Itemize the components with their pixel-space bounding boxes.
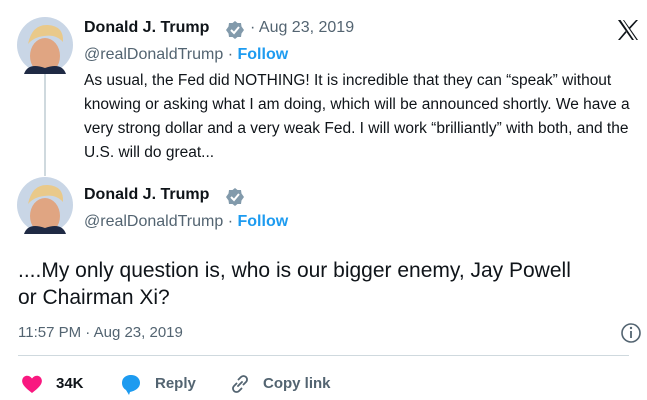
- handle-line: @realDonaldTrump · Follow: [84, 46, 288, 64]
- author-name: Donald J. Trump: [84, 19, 209, 37]
- handle-line: @realDonaldTrump · Follow: [84, 213, 288, 231]
- separator: ·: [228, 213, 233, 230]
- separator: ·: [250, 19, 255, 36]
- tweet-date: · Aug 23, 2019: [250, 19, 354, 37]
- tweet-card: Donald J. Trump · Aug 23, 2019 @realDona…: [0, 0, 647, 400]
- verified-badge: [226, 188, 244, 206]
- like-count[interactable]: 34K: [56, 375, 84, 392]
- tweet-text: ....My only question is, who is our bigg…: [18, 257, 578, 311]
- quoted-text: As usual, the Fed did NOTHING! It is inc…: [84, 69, 639, 165]
- follow-link[interactable]: Follow: [238, 46, 289, 63]
- verified-badge: [226, 21, 244, 39]
- date: Aug 23, 2019: [259, 19, 354, 36]
- link-icon[interactable]: [228, 372, 252, 396]
- separator: ·: [85, 324, 90, 341]
- divider: [18, 355, 629, 356]
- timestamp[interactable]: 11:57 PM · Aug 23, 2019: [18, 324, 183, 341]
- time: 11:57 PM: [18, 324, 81, 341]
- info-icon[interactable]: [620, 322, 642, 344]
- handle[interactable]: @realDonaldTrump: [84, 213, 223, 230]
- x-logo[interactable]: [616, 18, 640, 42]
- follow-link[interactable]: Follow: [238, 213, 289, 230]
- author-name: Donald J. Trump: [84, 186, 209, 204]
- avatar: [16, 176, 74, 234]
- separator: ·: [228, 46, 233, 63]
- reply-icon[interactable]: [118, 372, 144, 396]
- avatar-thread: [16, 16, 74, 178]
- heart-icon[interactable]: [20, 373, 44, 395]
- reply-link[interactable]: Reply: [155, 375, 196, 392]
- date: Aug 23, 2019: [94, 324, 183, 341]
- handle[interactable]: @realDonaldTrump: [84, 46, 223, 63]
- copy-link[interactable]: Copy link: [263, 375, 331, 392]
